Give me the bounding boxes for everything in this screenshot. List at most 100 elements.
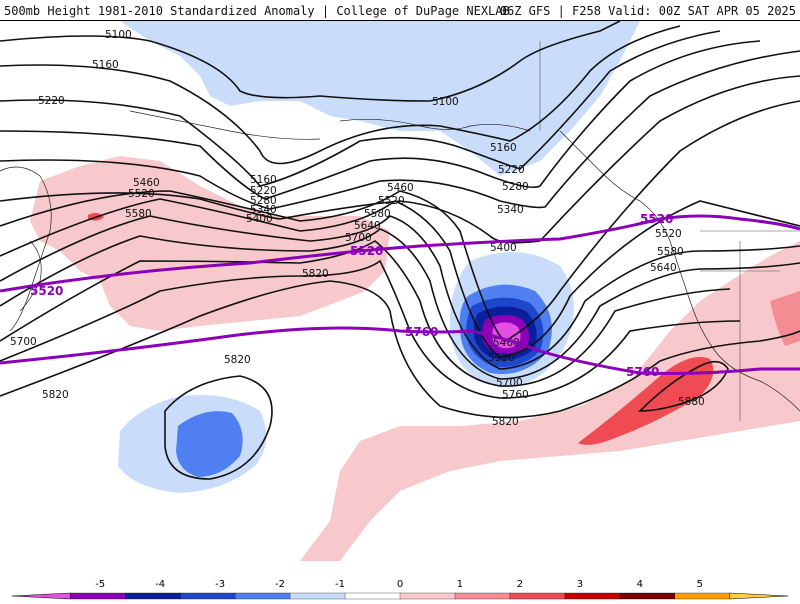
colorbar-tick-label: 0 <box>397 579 403 590</box>
anomaly-colorbar: -5 -4 -3 -2 -1 0 1 2 3 4 5 <box>0 576 800 600</box>
label-5460-b: 5460 <box>387 182 414 194</box>
map-title: 500mb Height 1981-2010 Standardized Anom… <box>4 4 510 18</box>
colorbar-swatch <box>619 592 676 600</box>
reference-isohypses: 5520 5520 5520 5760 5760 <box>0 212 800 379</box>
height-contours <box>0 20 800 480</box>
iso-label-5760-a: 5760 <box>405 325 438 339</box>
label-5640-b: 5640 <box>650 262 677 274</box>
iso-5520 <box>0 214 800 293</box>
iso-label-5760-b: 5760 <box>626 365 659 379</box>
positive-anomaly-east-core <box>770 291 800 346</box>
iso-label-5520-a: 5520 <box>30 284 63 298</box>
contour-5100 <box>0 20 621 102</box>
colorbar-swatch <box>234 592 291 600</box>
iso-5760 <box>0 326 800 375</box>
positive-anomaly-south <box>300 241 800 561</box>
model-run-info: 06Z GFS | F258 Valid: 00Z SAT APR 05 202… <box>499 4 796 18</box>
colorbar-tick-label: 5 <box>697 579 703 590</box>
colorbar-tick-label: -3 <box>215 579 225 590</box>
contour-5820-closed-low <box>164 375 273 480</box>
colorbar-swatch <box>399 592 456 600</box>
colorbar-svg: -5 -4 -3 -2 -1 0 1 2 3 4 5 <box>11 579 789 600</box>
label-5700-c: 5700 <box>496 377 523 389</box>
colorbar-swatch <box>674 592 731 600</box>
label-5220-b: 5220 <box>250 185 277 197</box>
contour-5340 <box>0 50 800 210</box>
colorbar-tick-label: 4 <box>637 579 643 590</box>
colorbar-swatch <box>11 592 71 600</box>
label-5220-c: 5220 <box>498 164 525 176</box>
height-labels: 5100 5100 5160 5160 5160 5220 5220 5220 … <box>10 29 705 428</box>
positive-anomaly-west <box>30 156 390 331</box>
contour-5700 <box>0 240 731 387</box>
label-5280-b: 5280 <box>502 181 529 193</box>
label-5160-a: 5160 <box>92 59 119 71</box>
label-5520-a: 5520 <box>128 188 155 200</box>
label-5100-b: 5100 <box>432 96 459 108</box>
contour-5760 <box>0 259 741 399</box>
contour-5820 <box>0 280 800 419</box>
header-bar: 500mb Height 1981-2010 Standardized Anom… <box>0 0 800 20</box>
label-5520-c: 5520 <box>488 352 515 364</box>
positive-anomaly-coast-core <box>578 357 714 445</box>
colorbar-swatch <box>179 592 236 600</box>
map-canvas: 5100 5100 5160 5160 5160 5220 5220 5220 … <box>0 20 800 561</box>
label-5700-a: 5700 <box>10 336 37 348</box>
colorbar-tick-label: -2 <box>275 579 285 590</box>
label-5820-b: 5820 <box>302 268 329 280</box>
colorbar-tick-label: -1 <box>335 579 345 590</box>
label-5820-d: 5820 <box>492 416 519 428</box>
label-5280-a: 5280 <box>250 195 277 207</box>
label-5580-b: 5580 <box>364 208 391 220</box>
colorbar-swatch <box>509 592 566 600</box>
label-5580-a: 5580 <box>125 208 152 220</box>
contour-5280 <box>0 40 761 200</box>
central-low-anomaly <box>449 252 574 387</box>
contour-5580 <box>0 215 800 370</box>
colorbar-swatch <box>125 592 181 600</box>
label-5160-c: 5160 <box>490 142 517 154</box>
iso-label-5520-c: 5520 <box>640 212 673 226</box>
iso-label-5520-b: 5520 <box>350 244 383 258</box>
label-5220-a: 5220 <box>38 95 65 107</box>
label-5400-a: 5400 <box>246 213 273 225</box>
colorbar-swatch <box>729 592 789 600</box>
label-5580-c: 5580 <box>657 246 684 258</box>
label-5340-a: 5340 <box>250 204 277 216</box>
colorbar-tick-label: 3 <box>577 579 583 590</box>
colorbar-swatch <box>454 592 511 600</box>
contour-5640 <box>0 228 800 380</box>
anomaly-map: 5100 5100 5160 5160 5160 5220 5220 5220 … <box>0 20 800 577</box>
negative-anomaly-north <box>120 21 640 176</box>
label-5640-a: 5640 <box>354 220 381 232</box>
label-5520-d: 5520 <box>655 228 682 240</box>
contour-5520 <box>0 198 800 358</box>
colorbar-tick-label: 2 <box>517 579 523 590</box>
colorbar-swatch <box>564 592 621 600</box>
label-5340-b: 5340 <box>497 204 524 216</box>
colorbar-tick-label: -4 <box>155 579 165 590</box>
colorbar-tick-label: 1 <box>457 579 463 590</box>
label-5100-a: 5100 <box>105 29 132 41</box>
label-5760: 5760 <box>502 389 529 401</box>
contour-5220 <box>0 30 721 187</box>
label-5460-a: 5460 <box>133 177 160 189</box>
subtropical-low-inner <box>176 411 243 477</box>
label-5820-c: 5820 <box>224 354 251 366</box>
contour-5160 <box>0 25 681 165</box>
colorbar-swatches <box>11 592 789 600</box>
label-5160-b: 5160 <box>250 174 277 186</box>
label-5460-c: 5460 <box>493 337 520 349</box>
label-5700-b: 5700 <box>345 232 372 244</box>
label-5520-b: 5520 <box>378 195 405 207</box>
label-5880: 5880 <box>678 396 705 408</box>
colorbar-swatch <box>70 592 126 600</box>
colorbar-swatch <box>344 592 401 600</box>
contour-5460 <box>0 100 800 342</box>
colorbar-ticks: -5 -4 -3 -2 -1 0 1 2 3 4 5 <box>95 579 703 590</box>
label-5820-a: 5820 <box>42 389 69 401</box>
contour-5880-closed <box>638 360 729 412</box>
label-5400-b: 5400 <box>490 242 517 254</box>
colorbar-tick-label: -5 <box>95 579 105 590</box>
colorbar-swatch <box>289 592 346 600</box>
